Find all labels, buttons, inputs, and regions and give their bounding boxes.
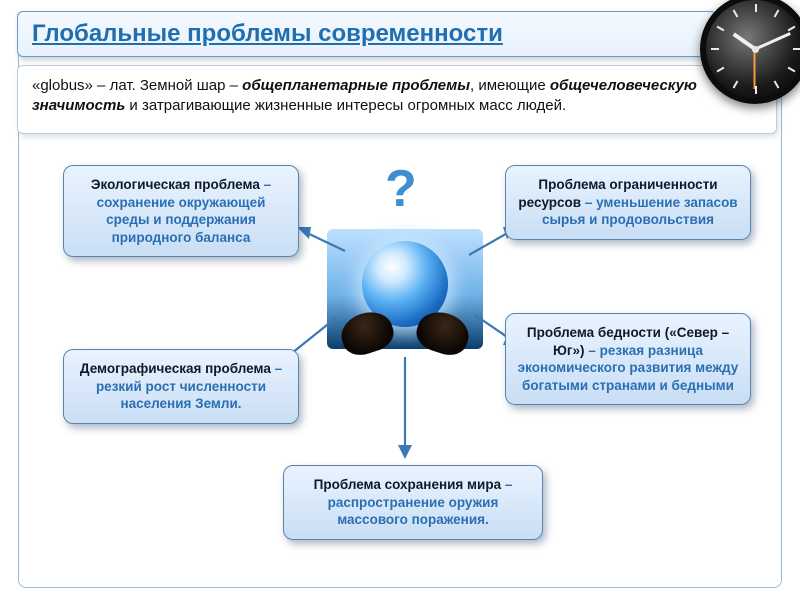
title-box: Глобальные проблемы современности (17, 11, 717, 57)
clock-tick (733, 10, 739, 18)
problem-resources: Проблема ограниченности ресурсов – умень… (505, 165, 751, 240)
problem-poverty-body: – резкая разница экономического развития… (518, 343, 739, 393)
globe-image (327, 229, 483, 349)
desc-seg-0: «globus» – лат. Земной шар – (32, 77, 242, 94)
desc-seg-1: общепланетарные проблемы (242, 77, 470, 94)
problem-poverty: Проблема бедности («Север – Юг») – резка… (505, 313, 751, 405)
clock-tick (774, 81, 780, 89)
clock-tick (711, 48, 719, 50)
clock-tick (774, 10, 780, 18)
clock-second-hand (754, 49, 756, 89)
clock-tick (717, 67, 725, 73)
description-box: «globus» – лат. Земной шар – общепланета… (17, 65, 777, 134)
desc-seg-4: и затрагивающие жизненные интересы огром… (125, 97, 566, 114)
problem-ecology-heading: Экологическая проблема (91, 177, 260, 192)
arrow-5 (398, 357, 412, 459)
question-mark: ? (385, 159, 417, 219)
slide-frame: Глобальные проблемы современности «globu… (18, 12, 782, 588)
clock-tick (733, 81, 739, 89)
clock-hour-hand (733, 32, 757, 50)
problem-peace-heading: Проблема сохранения мира (314, 477, 501, 492)
clock-tick (755, 86, 757, 94)
clock-tick (717, 26, 725, 32)
clock-minute-hand (754, 32, 790, 50)
problem-peace: Проблема сохранения мира – распространен… (283, 465, 543, 540)
problem-demography: Демографическая проблема – резкий рост ч… (63, 349, 299, 424)
clock-tick (793, 48, 800, 50)
clock-tick (755, 4, 757, 12)
desc-seg-2: , имеющие (470, 77, 550, 94)
problem-demography-heading: Демографическая проблема (80, 361, 271, 376)
problem-ecology: Экологическая проблема – сохранение окру… (63, 165, 299, 257)
clock-tick (788, 26, 796, 32)
slide-title: Глобальные проблемы современности (32, 20, 503, 47)
clock-tick (788, 67, 796, 73)
